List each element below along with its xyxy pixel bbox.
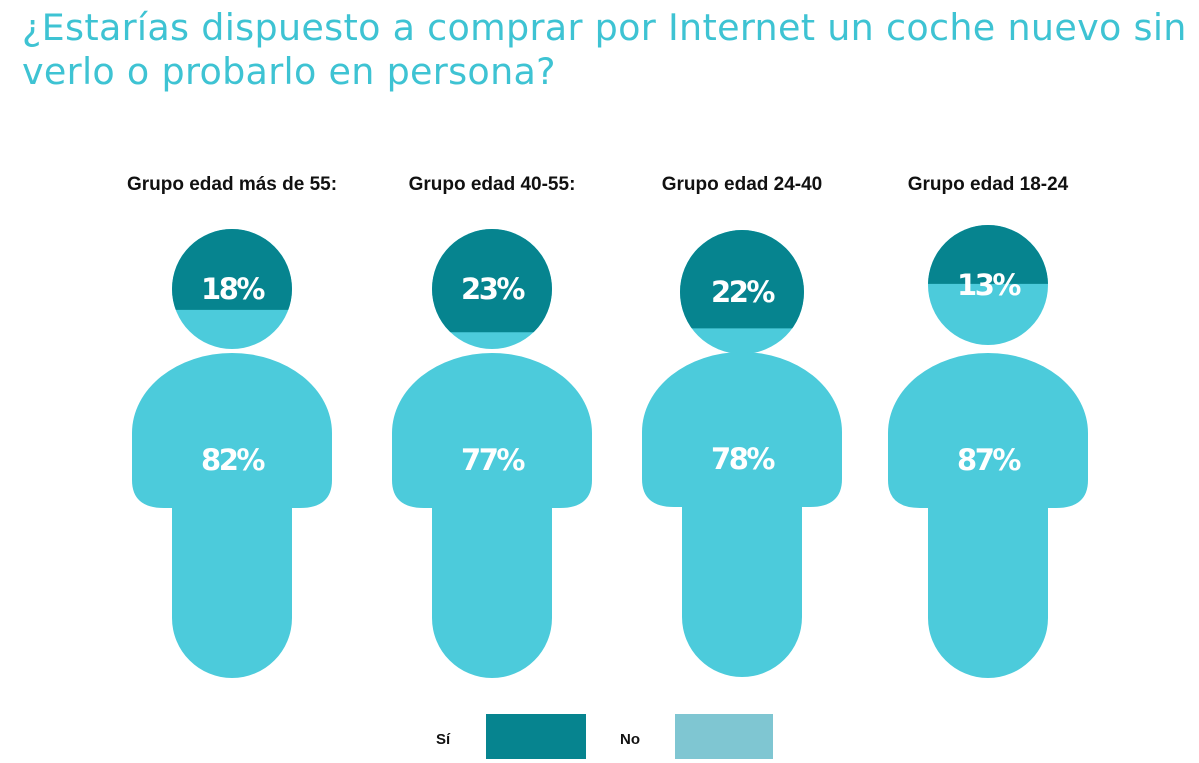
group-label: Grupo edad más de 55: [127,174,337,195]
no-percent-label: 77% [461,443,525,477]
legend-swatch [486,714,586,759]
head-si-segment [680,230,804,329]
group-label: Grupo edad 24-40 [662,174,823,195]
group-label: Grupo edad 40-55: [409,174,576,195]
no-percent-label: 78% [711,442,775,476]
si-percent-label: 18% [201,272,265,306]
no-percent-label: 87% [957,443,1021,477]
head-si-segment [928,225,1048,284]
person-figure-4: Grupo edad 18-24 13% 87% [888,174,1088,678]
si-percent-label: 13% [957,268,1021,302]
body-no-segment [642,352,842,677]
legend: Sí No [436,714,773,759]
si-percent-label: 22% [711,275,775,309]
si-percent-label: 23% [461,272,525,306]
legend-swatch [675,714,773,759]
person-figure-2: Grupo edad 40-55: 23% 77% [392,174,592,678]
person-figure-1: Grupo edad más de 55: 18% 82% [127,174,337,678]
legend-label: No [620,731,640,748]
legend-label: Sí [436,731,451,748]
group-label: Grupo edad 18-24 [908,174,1069,195]
chart-title: ¿Estarías dispuesto a comprar por Intern… [22,6,1187,93]
body-no-segment [888,353,1088,678]
head-si-segment [432,229,552,333]
person-figure-3: Grupo edad 24-40 22% 78% [642,174,842,677]
no-percent-label: 82% [201,443,265,477]
body-no-segment [132,353,332,678]
body-no-segment [392,353,592,678]
head-si-segment [172,229,292,310]
